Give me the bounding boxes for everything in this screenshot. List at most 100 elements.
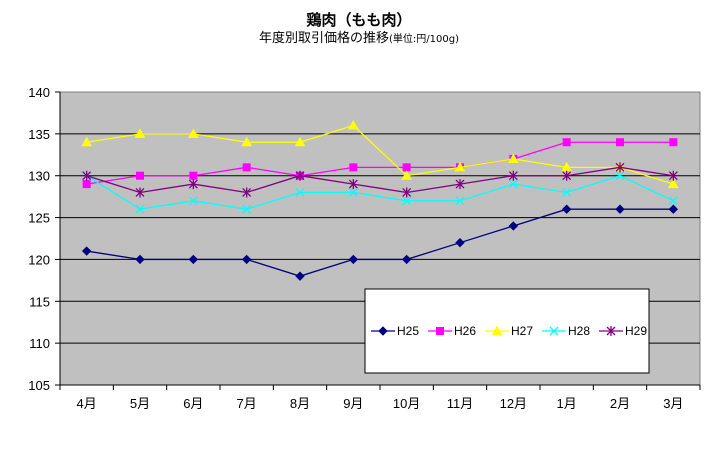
data-point	[615, 204, 625, 214]
data-point	[615, 171, 625, 181]
data-point	[562, 170, 572, 181]
legend-label: H27	[511, 324, 533, 338]
data-point	[136, 171, 144, 180]
data-point	[188, 196, 198, 206]
legend-marker	[606, 326, 616, 336]
x-tick-label: 4月	[77, 396, 97, 411]
legend-label: H29	[625, 324, 647, 338]
legend-marker	[491, 325, 503, 335]
data-point	[347, 119, 359, 130]
data-point	[81, 136, 93, 147]
data-point	[668, 196, 678, 206]
y-tick-label: 130	[28, 169, 50, 184]
y-tick-label: 140	[28, 85, 50, 100]
series-line	[86, 124, 674, 185]
data-point	[508, 179, 518, 189]
legend-item-h28: H28	[542, 324, 590, 338]
data-point	[242, 204, 252, 214]
data-point	[241, 136, 253, 147]
x-tick-label: 2月	[610, 396, 630, 411]
data-point	[348, 254, 359, 265]
legend-item-h25: H25	[371, 324, 419, 338]
data-point	[507, 153, 519, 163]
series-line	[86, 175, 674, 210]
y-tick-label: 115	[29, 294, 50, 309]
series-line	[86, 166, 674, 194]
x-tick-label: 3月	[663, 396, 683, 411]
data-point	[134, 128, 146, 138]
y-tick-label: 125	[28, 211, 50, 226]
legend-marker	[436, 327, 444, 335]
x-tick-label: 10月	[393, 396, 420, 411]
data-point	[616, 138, 624, 147]
y-tick-label: 135	[28, 127, 50, 142]
data-point	[562, 187, 572, 197]
data-point	[242, 187, 252, 198]
data-point	[189, 171, 198, 180]
data-point	[241, 254, 252, 265]
data-point	[402, 196, 412, 206]
chart-subtitle: 年度別取引価格の推移(単位:円/100g)	[0, 30, 718, 49]
data-point	[82, 180, 91, 189]
data-point	[455, 196, 465, 206]
data-point	[562, 138, 571, 147]
chart-title-block: 鶏肉（もも肉） 年度別取引価格の推移(単位:円/100g)	[0, 10, 718, 49]
x-tick-label: 5月	[130, 396, 150, 411]
series-line	[86, 208, 674, 277]
chart-title: 鶏肉（もも肉）	[306, 11, 412, 29]
data-point	[187, 128, 199, 138]
data-point	[402, 187, 412, 198]
x-tick-label: 7月	[237, 396, 257, 411]
data-point	[135, 204, 145, 214]
chart-unit-note: (単位:円/100g)	[389, 34, 459, 45]
data-point	[294, 136, 306, 147]
data-point	[135, 254, 145, 265]
series-h25	[81, 204, 679, 281]
legend-marker	[549, 326, 559, 336]
x-tick-label: 6月	[183, 396, 203, 411]
legend: H25 H26 H27 H28 H29	[364, 288, 650, 374]
y-tick-label: 110	[29, 336, 50, 351]
y-tick-label: 105	[28, 378, 50, 393]
data-point	[401, 254, 412, 265]
data-point	[561, 204, 572, 214]
x-tick-label: 1月	[557, 396, 577, 411]
data-point	[455, 179, 465, 190]
legend-marker	[378, 326, 388, 336]
series-line	[86, 141, 674, 185]
data-point	[188, 179, 198, 190]
data-point	[348, 179, 358, 190]
data-point	[508, 170, 518, 181]
chart-subtitle-text: 年度別取引価格の推移	[259, 31, 390, 46]
data-point	[188, 254, 199, 265]
legend-label: H25	[397, 324, 419, 338]
series-h29	[82, 162, 678, 198]
data-point	[669, 138, 678, 147]
x-tick-label: 11月	[447, 396, 474, 411]
data-point	[295, 271, 305, 281]
legend-item-h27: H27	[485, 324, 533, 338]
data-point	[615, 162, 625, 173]
data-point	[667, 178, 679, 189]
x-tick-label: 9月	[343, 396, 363, 411]
legend-label: H28	[568, 324, 590, 338]
x-tick-label: 12月	[500, 396, 527, 411]
data-point	[454, 161, 466, 172]
y-tick-label: 120	[28, 252, 50, 267]
data-point	[668, 204, 679, 214]
data-point	[82, 170, 92, 181]
data-point	[402, 163, 411, 172]
data-point	[295, 187, 305, 197]
legend-item-h26: H26	[428, 324, 476, 338]
data-point	[508, 221, 519, 231]
legend-item-h29: H29	[599, 324, 647, 338]
series-h28	[82, 171, 678, 214]
x-tick-label: 8月	[290, 396, 310, 411]
data-point	[348, 187, 358, 197]
data-point	[242, 163, 251, 172]
legend-label: H26	[454, 324, 476, 338]
data-point	[455, 237, 465, 248]
data-point	[349, 163, 358, 172]
data-point	[135, 187, 145, 198]
